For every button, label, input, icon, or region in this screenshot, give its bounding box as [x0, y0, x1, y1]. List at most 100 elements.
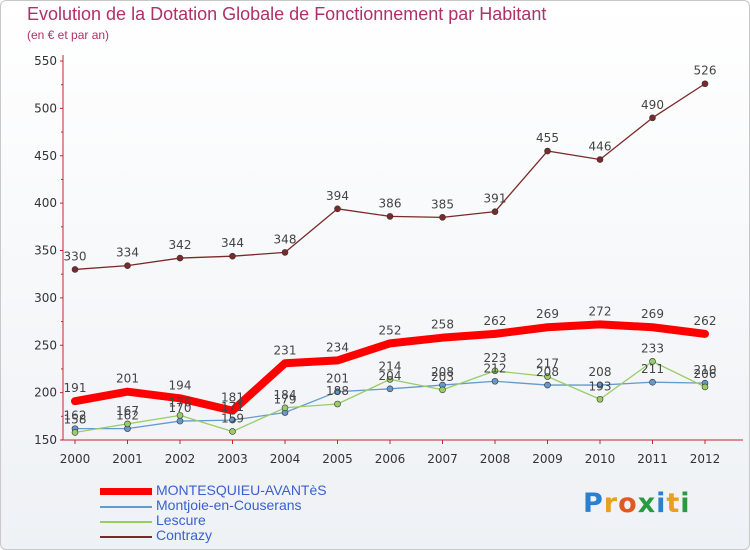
y-tick-label: 400 [34, 196, 57, 210]
data-label-montesquieu: 258 [431, 318, 454, 332]
point-contrazy [176, 254, 184, 262]
point-lescure [544, 373, 551, 380]
point-contrazy [124, 262, 131, 269]
data-label-montjoie: 208 [589, 365, 612, 379]
data-label-lescure: 188 [326, 384, 349, 398]
data-label-contrazy: 334 [116, 246, 139, 260]
data-label-montjoie: 208 [431, 365, 454, 379]
legend-label-montesquieu: MONTESQUIEU-AVANTèS [156, 482, 327, 498]
point-contrazy [596, 156, 604, 163]
data-label-montjoie: 211 [641, 362, 664, 376]
point-montjoie [491, 377, 499, 385]
data-label-montesquieu: 181 [221, 391, 244, 405]
legend-label-contrazy: Contrazy [156, 527, 213, 543]
x-tick-label: 2002 [165, 452, 196, 466]
x-tick-label: 2000 [60, 452, 91, 466]
data-label-montesquieu: 252 [379, 323, 402, 337]
legend-swatch-montjoie [100, 506, 152, 508]
point-lescure [124, 420, 131, 428]
data-label-montjoie: 162 [116, 409, 139, 423]
legend-label-lescure: Lescure [156, 512, 206, 528]
data-label-montjoie: 204 [379, 369, 402, 383]
y-tick-label: 300 [34, 291, 57, 305]
legend-label-montjoie: Montjoie-en-Couserans [156, 497, 302, 513]
point-lescure [439, 386, 446, 394]
data-label-montesquieu: 272 [589, 304, 612, 318]
data-label-contrazy: 391 [484, 192, 507, 206]
data-label-lescure: 159 [221, 411, 244, 425]
x-tick-label: 2005 [322, 452, 353, 466]
data-label-montesquieu: 269 [536, 307, 559, 321]
data-label-montjoie: 212 [484, 361, 507, 375]
data-label-contrazy: 490 [641, 98, 664, 112]
x-tick-label: 2001 [112, 452, 143, 466]
data-label-lescure: 217 [536, 357, 559, 371]
point-contrazy [281, 249, 289, 256]
y-tick-label: 500 [34, 101, 57, 115]
point-lescure [649, 358, 656, 365]
x-tick-label: 2009 [532, 452, 563, 466]
y-tick-label: 350 [34, 244, 57, 258]
series-line-montesquieu [71, 320, 709, 415]
data-label-montesquieu: 231 [274, 343, 297, 357]
data-label-montesquieu: 234 [326, 340, 349, 354]
data-label-contrazy: 446 [589, 140, 612, 154]
y-tick-label: 550 [34, 54, 57, 68]
x-tick-label: 2004 [270, 452, 301, 466]
point-contrazy [439, 214, 446, 221]
point-contrazy [701, 80, 709, 88]
x-tick-label: 2012 [690, 452, 721, 466]
legend-swatch-contrazy [100, 536, 152, 538]
data-label-contrazy: 385 [431, 197, 454, 211]
point-montjoie [649, 378, 656, 386]
x-tick-label: 2003 [217, 452, 248, 466]
x-tick-label: 2006 [375, 452, 406, 466]
data-label-lescure: 203 [431, 370, 454, 384]
data-label-contrazy: 455 [536, 131, 559, 145]
point-lescure [281, 404, 289, 412]
data-label-lescure: 167 [116, 404, 139, 418]
point-lescure [491, 367, 499, 375]
point-lescure [386, 376, 394, 383]
legend-swatch-lescure [100, 521, 152, 523]
point-montjoie [386, 385, 394, 393]
point-contrazy [334, 205, 341, 213]
data-label-montesquieu: 194 [169, 378, 192, 392]
data-label-contrazy: 386 [379, 196, 402, 210]
point-contrazy [649, 114, 656, 122]
point-montjoie [176, 417, 184, 425]
data-label-montjoie: 179 [274, 393, 297, 407]
data-label-lescure: 176 [169, 395, 192, 409]
data-label-lescure: 158 [64, 412, 87, 426]
point-lescure [176, 412, 184, 419]
data-label-contrazy: 348 [274, 232, 297, 246]
data-label-contrazy: 344 [221, 236, 244, 250]
point-contrazy [491, 208, 499, 215]
data-label-montjoie: 171 [221, 400, 244, 414]
data-label-lescure: 184 [274, 388, 297, 402]
data-label-montesquieu: 262 [484, 314, 507, 328]
x-tick-label: 2010 [585, 452, 616, 466]
data-label-montjoie: 210 [694, 363, 717, 377]
data-label-montjoie: 208 [536, 365, 559, 379]
point-montjoie [334, 388, 341, 395]
data-label-montjoie: 201 [326, 372, 349, 386]
y-tick-label: 450 [34, 149, 57, 163]
point-contrazy [229, 252, 236, 260]
point-montjoie [596, 381, 604, 389]
proxiti-logo: Proxiti [583, 488, 691, 519]
y-tick-label: 150 [34, 433, 57, 447]
point-contrazy [71, 266, 79, 273]
data-label-montjoie: 170 [169, 401, 192, 415]
chart-title: Evolution de la Dotation Globale de Fonc… [27, 4, 547, 24]
data-label-lescure: 193 [589, 379, 612, 393]
point-montjoie [544, 381, 551, 389]
data-label-lescure: 223 [484, 351, 507, 365]
data-label-contrazy: 330 [64, 249, 87, 263]
x-tick-label: 2008 [480, 452, 511, 466]
data-label-lescure: 214 [379, 359, 402, 373]
point-montjoie [229, 416, 236, 424]
data-label-montesquieu: 269 [641, 307, 664, 321]
